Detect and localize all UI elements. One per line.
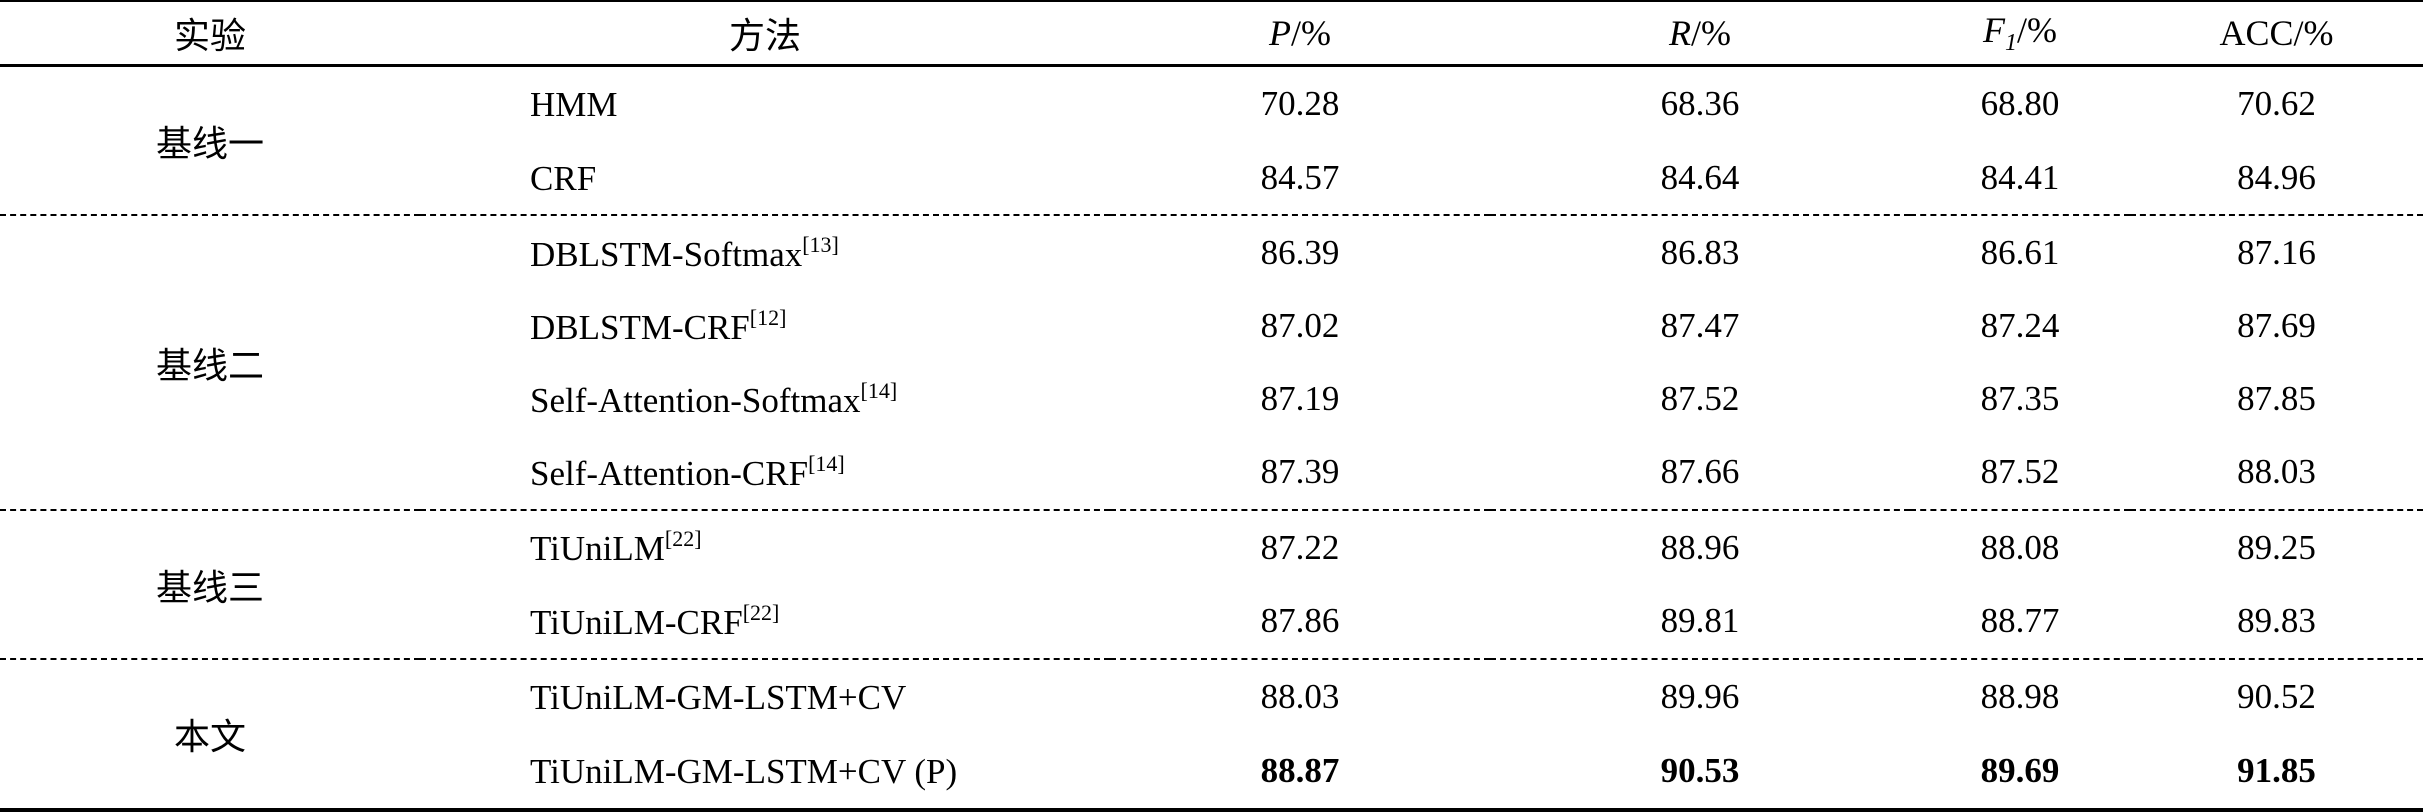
group-label-baseline2: 基线二: [0, 214, 420, 511]
cell-accuracy: 87.69: [2237, 306, 2316, 346]
method-name: DBLSTM-CRF: [530, 307, 750, 347]
cell-method: Self-Attention-CRF[14]: [420, 436, 1110, 511]
cell-f1: 87.35: [1980, 379, 2060, 419]
table-row: 基线一 HMM 70.28 68.36 68.80 70.62: [0, 66, 2423, 164]
citation-ref: [22]: [742, 599, 780, 625]
table-row: DBLSTM-CRF[12] 87.02 87.47 87.24 87.69: [0, 290, 2423, 363]
cell-accuracy: 90.52: [2130, 658, 2423, 734]
table-row: Self-Attention-CRF[14] 87.39 87.66 87.52…: [0, 436, 2423, 511]
cell-f1: 87.24: [1980, 306, 2060, 346]
method-name: DBLSTM-Softmax: [530, 234, 803, 274]
method-name: HMM: [530, 85, 618, 125]
citation-ref: [13]: [802, 231, 839, 257]
table-row: CRF 84.57 84.64 84.41 84.96: [0, 141, 2423, 216]
cell-f1: 86.61: [1910, 214, 2130, 290]
cell-method: DBLSTM-Softmax[13]: [420, 214, 1110, 290]
cell-f1: 84.41: [1980, 157, 2060, 197]
cell-recall: 68.36: [1660, 83, 1740, 123]
cell-precision: 87.86: [1260, 601, 1340, 641]
cell-precision: 88.03: [1110, 658, 1490, 734]
method-name: CRF: [530, 159, 597, 199]
cell-accuracy: 84.96: [2237, 157, 2316, 197]
cell-recall: 87.52: [1660, 379, 1740, 419]
unit-label: /%: [2293, 13, 2334, 53]
cell-method: TiUniLM-CRF[22]: [420, 585, 1110, 660]
cell-accuracy: 87.85: [2237, 379, 2316, 419]
citation-ref: [22]: [664, 526, 702, 552]
cell-precision: 84.57: [1260, 157, 1340, 197]
cell-precision: 87.22: [1110, 509, 1490, 585]
cell-recall: 87.47: [1660, 306, 1740, 346]
cell-recall: 89.81: [1660, 601, 1740, 641]
cell-accuracy: 88.03: [2237, 452, 2316, 492]
citation-ref: [12]: [749, 304, 787, 330]
method-name: TiUniLM-CRF: [530, 602, 743, 642]
unit-label: /%: [1291, 13, 1331, 53]
table-row: Self-Attention-Softmax[14] 87.19 87.52 8…: [0, 363, 2423, 436]
table-row: 基线二 DBLSTM-Softmax[13] 86.39 86.83 86.61…: [0, 214, 2423, 511]
cell-precision: 86.39: [1110, 214, 1490, 290]
group-label-baseline1: 基线一: [155, 123, 264, 164]
col-header-f1: F1/%: [1910, 1, 2130, 67]
col-header-experiment: 实验: [0, 1, 420, 67]
header-row: 实验 方法 P/% R/% F1/% ACC/%: [0, 1, 2423, 67]
citation-ref: [14]: [808, 450, 845, 476]
cell-method: DBLSTM-CRF[12]: [420, 290, 1110, 363]
cell-method: HMM: [420, 66, 1110, 141]
var-symbol: ACC: [2219, 13, 2294, 53]
cell-precision: 87.19: [1260, 379, 1340, 419]
col-header-accuracy: ACC/%: [2130, 1, 2423, 67]
cell-f1: 68.80: [1980, 83, 2060, 123]
cell-precision: 70.28: [1260, 83, 1340, 123]
cell-recall: 90.53: [1660, 750, 1740, 790]
citation-ref: [14]: [860, 377, 898, 403]
method-name: Self-Attention-CRF: [530, 453, 809, 493]
cell-f1: 89.69: [1980, 750, 2060, 790]
table-row: TiUniLM-GM-LSTM+CV (P) 88.87 90.53 89.69…: [0, 734, 2423, 810]
cell-precision: 87.02: [1260, 306, 1340, 346]
table-row: TiUniLM-CRF[22] 87.86 89.81 88.77 89.83: [0, 585, 2423, 660]
cell-precision: 88.87: [1260, 750, 1340, 790]
cell-method: TiUniLM-GM-LSTM+CV (P): [420, 734, 1110, 810]
var-subscript: 1: [2005, 30, 2017, 56]
col-header-recall: R/%: [1490, 1, 1910, 67]
method-name: Self-Attention-Softmax: [530, 380, 861, 420]
cell-recall: 87.66: [1660, 452, 1740, 492]
table-row: 基线三 TiUniLM[22] 87.22 88.96 88.08 89.25: [0, 509, 2423, 660]
cell-recall: 89.96: [1490, 658, 1910, 734]
cell-recall: 86.83: [1490, 214, 1910, 290]
cell-f1: 88.08: [1910, 509, 2130, 585]
cell-f1: 88.77: [1980, 601, 2060, 641]
method-name: TiUniLM-GM-LSTM+CV: [530, 678, 907, 718]
cell-recall: 84.64: [1660, 157, 1740, 197]
cell-accuracy: 89.83: [2237, 601, 2316, 641]
var-symbol: P: [1269, 13, 1291, 53]
var-symbol: R: [1669, 13, 1691, 53]
method-name: TiUniLM: [530, 529, 665, 569]
cell-method: Self-Attention-Softmax[14]: [420, 363, 1110, 436]
var-symbol: F: [1983, 10, 2005, 50]
unit-label: /%: [2017, 10, 2057, 50]
table-row: 本文 TiUniLM-GM-LSTM+CV 88.03 89.96 88.98 …: [0, 658, 2423, 810]
cell-accuracy: 91.85: [2237, 750, 2316, 790]
unit-label: /%: [1691, 13, 1731, 53]
cell-accuracy: 70.62: [2237, 83, 2316, 123]
cell-accuracy: 87.16: [2130, 214, 2423, 290]
cell-precision: 87.39: [1260, 452, 1340, 492]
cell-f1: 87.52: [1980, 452, 2060, 492]
group-label-ours: 本文: [0, 658, 420, 810]
cell-recall: 88.96: [1490, 509, 1910, 585]
cell-f1: 88.98: [1910, 658, 2130, 734]
cell-accuracy: 89.25: [2130, 509, 2423, 585]
col-header-method: 方法: [420, 1, 1110, 67]
col-header-precision: P/%: [1110, 1, 1490, 67]
group-label-baseline3: 基线三: [0, 509, 420, 660]
cell-method: CRF: [420, 141, 1110, 216]
cell-method: TiUniLM-GM-LSTM+CV: [420, 658, 1110, 734]
method-name: TiUniLM-GM-LSTM+CV (P): [530, 752, 958, 792]
cell-method: TiUniLM[22]: [420, 509, 1110, 585]
